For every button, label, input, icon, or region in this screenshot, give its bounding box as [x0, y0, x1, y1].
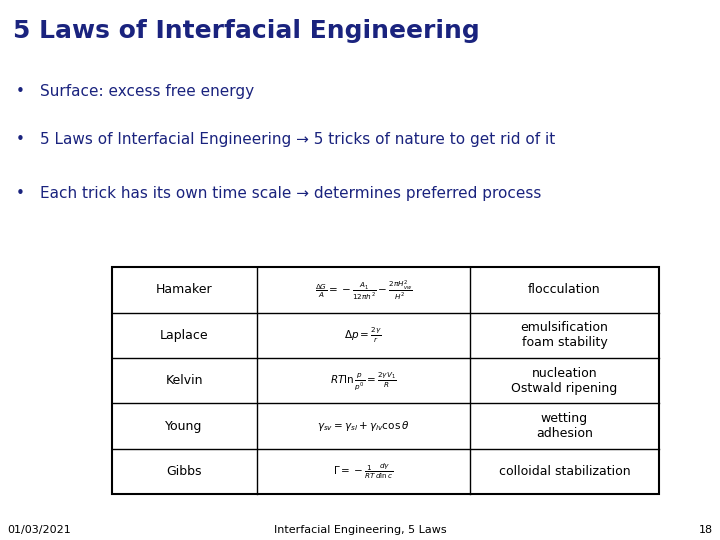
Text: Laplace: Laplace: [160, 329, 208, 342]
Text: Gibbs: Gibbs: [166, 465, 202, 478]
Text: Interfacial Engineering, 5 Laws: Interfacial Engineering, 5 Laws: [274, 524, 446, 535]
Text: •: •: [16, 84, 24, 99]
Text: 5 Laws of Interfacial Engineering: 5 Laws of Interfacial Engineering: [13, 19, 480, 43]
Text: •: •: [16, 186, 24, 201]
Text: $\gamma_{sv} = \gamma_{sl} + \gamma_{lv}\cos\theta$: $\gamma_{sv} = \gamma_{sl} + \gamma_{lv}…: [318, 419, 410, 433]
Text: $\frac{\Delta G}{A} = -\frac{A_1}{12\pi h^2} - \frac{2\pi H^2_{vw}}{H^2}$: $\frac{\Delta G}{A} = -\frac{A_1}{12\pi …: [315, 278, 412, 302]
Text: colloidal stabilization: colloidal stabilization: [498, 465, 630, 478]
Text: 01/03/2021: 01/03/2021: [7, 524, 71, 535]
Text: $RT\ln\frac{p}{p^0} = \frac{2\gamma V_1}{R}$: $RT\ln\frac{p}{p^0} = \frac{2\gamma V_1}…: [330, 370, 397, 392]
Text: wetting
adhesion: wetting adhesion: [536, 412, 593, 440]
Text: Kelvin: Kelvin: [166, 374, 203, 387]
Text: 5 Laws of Interfacial Engineering → 5 tricks of nature to get rid of it: 5 Laws of Interfacial Engineering → 5 tr…: [40, 132, 555, 147]
Text: flocculation: flocculation: [528, 284, 600, 296]
Bar: [112, 267, 659, 494]
Text: •: •: [16, 132, 24, 147]
Text: $\Delta p = \frac{2\gamma}{r}$: $\Delta p = \frac{2\gamma}{r}$: [344, 326, 382, 345]
Text: emulsification
foam stability: emulsification foam stability: [521, 321, 608, 349]
Text: Young: Young: [166, 420, 203, 433]
Text: Hamaker: Hamaker: [156, 284, 212, 296]
Text: Surface: excess free energy: Surface: excess free energy: [40, 84, 253, 99]
Text: Each trick has its own time scale → determines preferred process: Each trick has its own time scale → dete…: [40, 186, 541, 201]
Text: $\Gamma = -\frac{1}{RT}\frac{d\gamma}{d\ln c}$: $\Gamma = -\frac{1}{RT}\frac{d\gamma}{d\…: [333, 462, 394, 481]
Text: 18: 18: [698, 524, 713, 535]
Text: nucleation
Ostwald ripening: nucleation Ostwald ripening: [511, 367, 618, 395]
